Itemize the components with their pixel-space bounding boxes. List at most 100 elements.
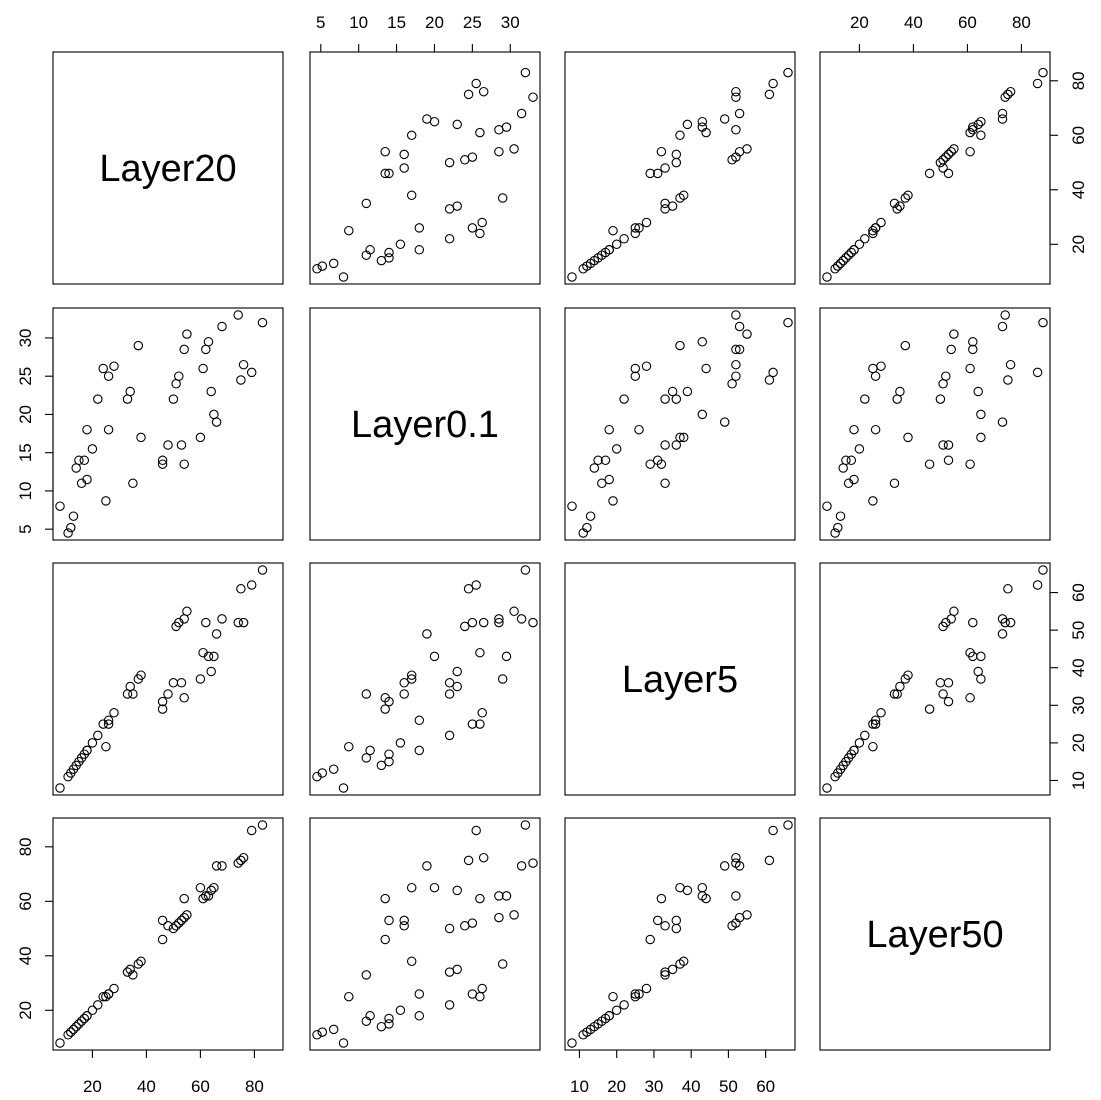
scatter-point <box>528 858 538 868</box>
tick-label: 20 <box>1069 733 1088 752</box>
scatter-point <box>1038 317 1048 328</box>
scatter-point <box>645 168 655 179</box>
scatter-point <box>103 424 114 435</box>
tick-label: 80 <box>245 1077 264 1096</box>
scatter-point <box>768 367 778 378</box>
scatter-point <box>870 719 881 729</box>
scatter-point <box>660 478 670 489</box>
scatter-point <box>608 496 618 506</box>
scatter-point <box>822 501 832 511</box>
scatter-point <box>892 689 902 699</box>
scatter-point <box>429 651 440 662</box>
scatter-point <box>317 1027 328 1037</box>
scatter-point <box>93 730 103 741</box>
scatter-point <box>656 459 667 469</box>
panel-frame <box>819 562 1051 796</box>
scatter-point <box>973 666 983 677</box>
scatter-point <box>82 745 92 756</box>
scatter-point <box>849 424 859 435</box>
scatter-point <box>719 861 730 871</box>
tick-label: 20 <box>16 1001 35 1020</box>
scatter-point <box>338 1038 349 1048</box>
scatter-point <box>997 321 1008 332</box>
scatter-point <box>179 912 189 923</box>
scatter-point <box>217 321 227 332</box>
scatter-point <box>667 386 678 397</box>
scatter-point <box>171 921 181 931</box>
tick-label: 40 <box>16 946 35 965</box>
scatter-point <box>82 424 92 435</box>
scatter-point <box>585 511 596 521</box>
scatter-point <box>444 923 455 934</box>
scatter-point <box>125 964 135 975</box>
scatter-point <box>903 432 913 443</box>
scatter-point <box>68 511 79 521</box>
scatter-point <box>101 496 111 506</box>
scatter-point <box>678 190 689 201</box>
right-axis-2: 10 20 30 40 50 60 <box>1049 583 1088 790</box>
left-axis-1: 5 10 15 20 25 30 <box>16 328 54 534</box>
scatter-point <box>414 245 425 255</box>
right-axis-0: 20 40 60 80 <box>1049 71 1088 254</box>
scatter-point <box>731 310 741 320</box>
scatter-point <box>238 852 249 863</box>
panel-2-3 <box>819 562 1051 796</box>
tick-label: 40 <box>137 1077 156 1096</box>
scatter-point <box>414 1011 425 1021</box>
scatter-point <box>671 157 682 168</box>
scatter-point <box>201 617 211 628</box>
scatter-point <box>312 1030 322 1040</box>
scatter-point <box>182 910 192 920</box>
scatter-point <box>406 130 417 141</box>
scatter-point <box>516 614 527 624</box>
scatter-point <box>731 92 741 102</box>
scatter-point <box>997 114 1008 124</box>
scatter-point <box>949 329 959 339</box>
scatter-point <box>671 440 682 450</box>
scatter-point <box>1032 367 1043 378</box>
scatter-point <box>328 258 339 269</box>
scatter-point <box>682 885 693 896</box>
top-axis-1: 5 10 15 20 25 30 <box>316 13 520 53</box>
scatter-point <box>943 455 954 466</box>
scatter-point <box>163 689 173 699</box>
scatter-point <box>742 910 752 920</box>
scatter-point <box>87 738 98 748</box>
scatter-point <box>516 861 527 871</box>
scatter-point <box>675 432 685 443</box>
scatter-point <box>317 261 328 271</box>
scatter-point <box>734 108 745 119</box>
scatter-point <box>384 253 394 263</box>
tick-label: 60 <box>1069 126 1088 145</box>
tick-label: 60 <box>191 1077 210 1096</box>
scatter-point <box>876 217 886 228</box>
scatter-point <box>414 989 425 999</box>
scatter-point <box>209 409 219 420</box>
tick-label: 40 <box>1069 180 1088 199</box>
tick-label: 20 <box>607 1077 626 1096</box>
scatter-point <box>176 440 187 450</box>
scatter-point <box>384 756 394 767</box>
scatter-point <box>860 394 870 404</box>
scatter-point <box>133 340 144 351</box>
scatter-point <box>935 394 946 404</box>
scatter-point <box>849 245 859 255</box>
scatter-point <box>444 157 455 168</box>
scatter-point <box>838 255 848 266</box>
scatter-point <box>380 146 390 157</box>
scatter-point <box>201 891 211 901</box>
scatter-point <box>361 689 372 699</box>
scatter-point <box>830 264 840 274</box>
scatter-point <box>660 394 670 404</box>
tick-label: 15 <box>16 443 35 462</box>
scatter-point <box>924 704 935 714</box>
scatter-point <box>671 923 682 934</box>
tick-label: 5 <box>16 524 35 533</box>
panel-3-2 <box>564 817 796 1051</box>
scatter-point <box>604 245 614 255</box>
tick-label: 20 <box>425 13 444 32</box>
scatter-point <box>943 168 954 179</box>
scatter-point <box>604 1011 614 1021</box>
scatter-point <box>157 704 168 714</box>
scatter-point <box>630 363 641 374</box>
